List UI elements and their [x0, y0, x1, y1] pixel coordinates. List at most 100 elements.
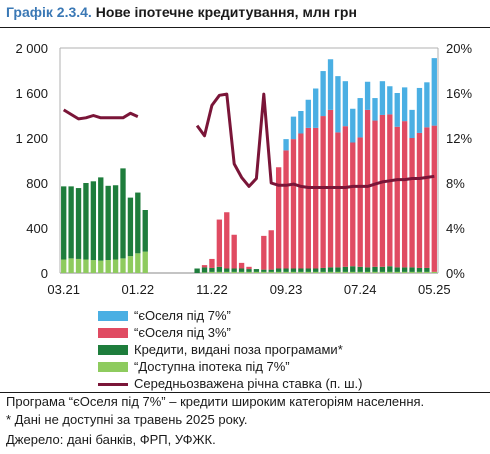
- bar-segment: [335, 76, 341, 133]
- bar-segment: [342, 271, 349, 273]
- bar-segment: [261, 271, 267, 273]
- bar-segment: [68, 258, 74, 273]
- legend-swatch: [98, 311, 128, 321]
- bar-segment: [283, 139, 289, 151]
- bar-segment: [320, 267, 326, 272]
- x-tick-label: 11.22: [196, 282, 228, 297]
- bar-segment: [416, 87, 423, 133]
- legend-swatch: [98, 345, 128, 355]
- rate-line: [62, 108, 139, 121]
- bar-segment: [283, 268, 289, 272]
- legend-label: Середньозважена річна ставка (п. ш.): [134, 376, 363, 391]
- bar-segment: [216, 266, 223, 272]
- bar-segment: [290, 139, 297, 269]
- bar-segment: [424, 267, 430, 272]
- bar-segment: [379, 266, 386, 272]
- bar-segment: [320, 271, 326, 273]
- bar-segment: [283, 271, 289, 273]
- bar-segment: [135, 192, 141, 254]
- bar-segment: [313, 88, 319, 128]
- bar-segment: [246, 266, 252, 270]
- bar-segment: [209, 258, 215, 268]
- note-footnote: * Дані не доступні за травень 2025 року.: [6, 412, 248, 427]
- bar-segment: [275, 167, 282, 269]
- bar-segment: [394, 93, 400, 127]
- bar-segment: [401, 271, 408, 273]
- bar-segment: [201, 272, 208, 273]
- bar-segment: [253, 269, 260, 272]
- bar-segment: [127, 197, 134, 257]
- bar-segment: [201, 267, 208, 273]
- legend-swatch: [98, 328, 128, 338]
- bar-segment: [298, 268, 304, 272]
- bar-segment: [350, 142, 356, 267]
- bar-segment: [342, 81, 349, 127]
- bar-segment: [401, 87, 408, 122]
- bar-segment: [350, 271, 356, 273]
- bar-segment: [105, 260, 111, 273]
- bar-segment: [305, 127, 311, 269]
- y-tick-left: 0: [41, 266, 48, 281]
- chart-number: Графік 2.3.4.: [6, 4, 92, 20]
- bar-segment: [120, 258, 126, 273]
- bar-segment: [387, 266, 393, 272]
- notes-rule: [0, 392, 490, 393]
- bar-segment: [201, 265, 208, 268]
- legend-line-swatch: [98, 383, 128, 386]
- bar-segment: [305, 99, 311, 128]
- chart-title: Графік 2.3.4. Нове іпотечне кредитування…: [6, 4, 357, 20]
- bar-segment: [313, 268, 319, 272]
- bar-segment: [364, 81, 371, 110]
- bar-segment: [409, 138, 415, 268]
- y-tick-right: 16%: [446, 86, 472, 101]
- bar-segment: [216, 271, 223, 273]
- bar-segment: [127, 256, 134, 273]
- bar-segment: [372, 266, 378, 272]
- bar-segment: [335, 267, 341, 272]
- bar-segment: [83, 259, 89, 273]
- bar-segment: [394, 271, 400, 273]
- bar-segment: [283, 150, 289, 269]
- bar-segment: [268, 230, 274, 270]
- bar-segment: [416, 267, 423, 272]
- bar-segment: [327, 267, 334, 272]
- bar-segment: [379, 114, 386, 267]
- y-tick-left: 1 200: [15, 131, 48, 146]
- bar-segment: [290, 268, 297, 272]
- bar-segment: [298, 271, 304, 273]
- bar-segment: [224, 271, 230, 273]
- y-tick-right: 12%: [446, 131, 472, 146]
- legend-label: “Доступна іпотека під 7%”: [134, 359, 290, 374]
- y-tick-left: 800: [26, 176, 48, 191]
- bar-segment: [231, 271, 237, 273]
- bar-segment: [409, 267, 415, 272]
- bar-segment: [224, 212, 230, 269]
- y-tick-left: 2 000: [15, 41, 48, 56]
- y-tick-right: 20%: [446, 41, 472, 56]
- bar-segment: [364, 109, 371, 268]
- x-tick-label: 09.23: [270, 282, 303, 297]
- bar-segment: [394, 126, 400, 268]
- bar-segment: [142, 251, 148, 273]
- bar-segment: [194, 268, 200, 273]
- x-tick-label: 03.21: [47, 282, 80, 297]
- bar-segment: [387, 271, 393, 273]
- bar-segment: [387, 114, 393, 267]
- bar-segment: [268, 271, 274, 273]
- bar-segment: [424, 271, 430, 273]
- bar-segment: [135, 253, 141, 273]
- bar-segment: [320, 71, 326, 117]
- bar-segment: [401, 121, 408, 268]
- bar-segment: [357, 271, 363, 273]
- bar-segment: [335, 271, 341, 273]
- bar-segment: [364, 271, 371, 273]
- bar-segment: [90, 260, 97, 273]
- legend-label: Кредити, видані поза програмами*: [134, 342, 343, 357]
- bar-segment: [313, 271, 319, 273]
- bar-segment: [431, 58, 437, 126]
- rate-line: [195, 92, 435, 189]
- x-tick-label: 01.22: [122, 282, 155, 297]
- bar-segment: [216, 219, 223, 267]
- bar-segment: [75, 188, 82, 259]
- bar-segment: [98, 260, 104, 273]
